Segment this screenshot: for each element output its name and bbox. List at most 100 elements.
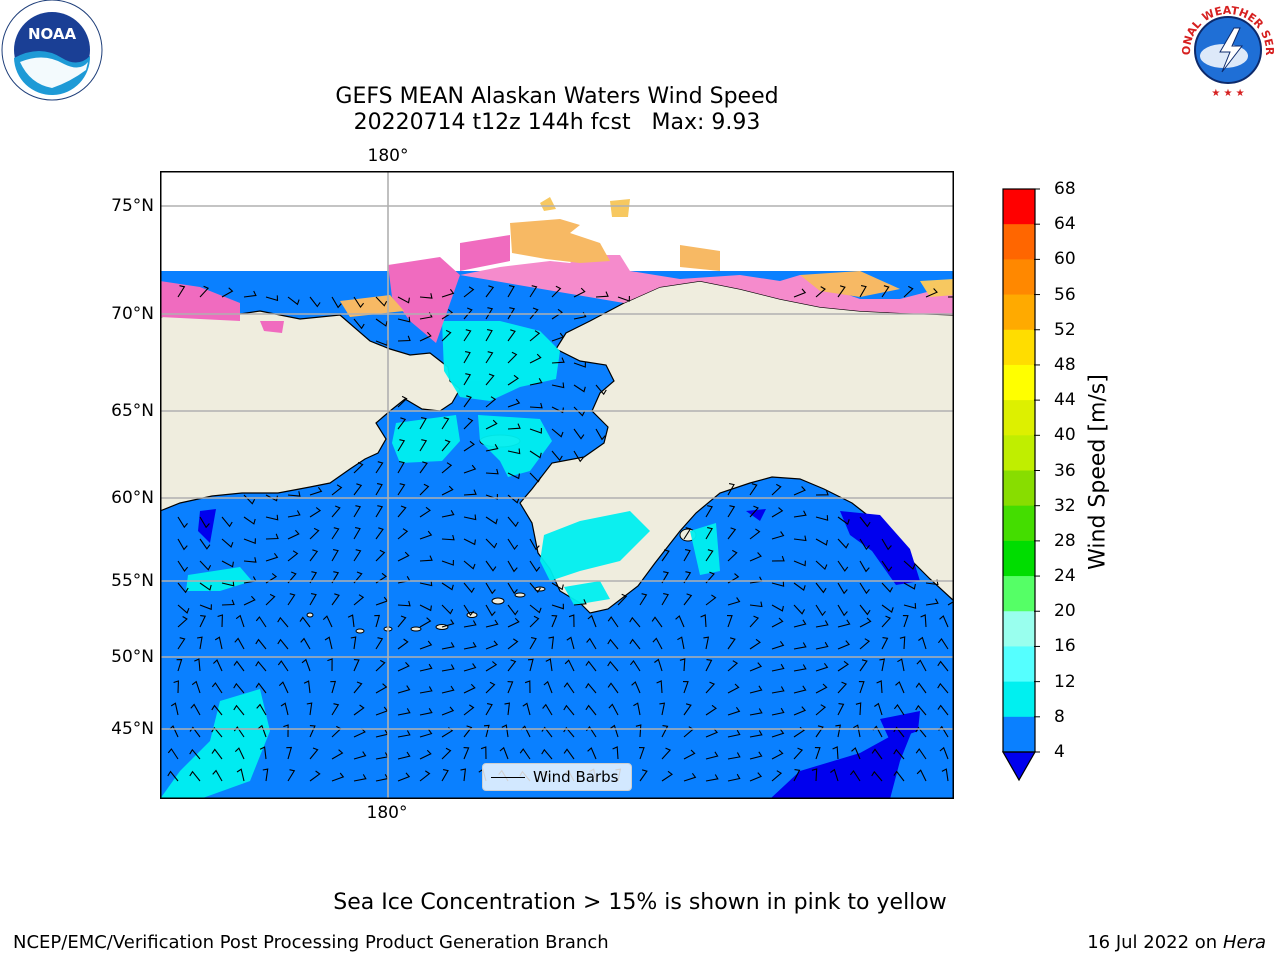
- noaa-logo-text: NOAA: [28, 25, 77, 43]
- wind-barb: [265, 514, 279, 521]
- wind-barb: [441, 329, 452, 342]
- wind-barb: [277, 638, 289, 650]
- wind-barb: [925, 288, 938, 298]
- wind-barb: [463, 704, 475, 716]
- wind-barb: [749, 685, 763, 694]
- wind-barb: [529, 560, 541, 572]
- wind-barb: [190, 703, 201, 716]
- legend-line-icon: [491, 776, 525, 778]
- wind-barb: [176, 659, 183, 672]
- wind-barb: [587, 747, 597, 760]
- wind-barb: [233, 660, 245, 672]
- wind-barb: [353, 549, 362, 562]
- wind-barb: [859, 638, 871, 650]
- wind-barb: [937, 660, 949, 672]
- wind-barb: [563, 726, 575, 738]
- wind-barb: [837, 285, 846, 298]
- wind-barb: [749, 552, 762, 562]
- colorbar-tick-label: 32: [1054, 495, 1076, 516]
- wind-barb: [522, 702, 531, 716]
- wind-barb: [309, 571, 318, 584]
- wind-barb: [441, 582, 454, 591]
- wind-barb: [353, 681, 363, 694]
- wind-barb: [350, 636, 357, 650]
- wind-barb: [895, 681, 905, 694]
- wind-barb: [793, 604, 805, 615]
- wind-barb: [529, 427, 542, 434]
- wind-barb: [463, 489, 477, 496]
- wind-barb: [463, 683, 476, 694]
- wind-barb: [419, 708, 433, 716]
- wind-barb: [177, 285, 186, 298]
- wind-barb: [303, 680, 311, 694]
- colorbar-tick-label: 20: [1054, 601, 1076, 622]
- wind-barb: [419, 749, 432, 760]
- wind-barb: [551, 285, 562, 298]
- wind-barb: [661, 747, 672, 760]
- wind-barb: [587, 614, 597, 628]
- wind-barb: [749, 615, 760, 628]
- colorbar-block: [1003, 470, 1035, 507]
- wind-barb: [607, 682, 619, 694]
- wind-barb: [309, 549, 319, 562]
- wind-barb: [287, 571, 297, 584]
- wind-barb: [177, 582, 189, 594]
- wind-barb: [480, 746, 487, 760]
- wind-barb: [771, 728, 785, 738]
- wind-barb: [507, 307, 516, 320]
- wind-barb: [331, 527, 340, 540]
- wind-barb: [331, 703, 340, 716]
- wind-barb: [499, 746, 509, 760]
- wind-barb: [221, 287, 234, 298]
- wind-barb: [221, 599, 235, 606]
- wind-barb: [441, 559, 454, 566]
- wind-barb: [563, 682, 575, 694]
- wind-barb: [920, 614, 927, 628]
- wind-barb: [652, 637, 663, 650]
- wind-barb: [221, 580, 235, 587]
- wind-barb: [607, 638, 619, 650]
- colorbar-block: [1003, 681, 1035, 718]
- wind-barb: [573, 450, 584, 463]
- wind-barb: [612, 746, 619, 760]
- wind-barb: [727, 505, 736, 518]
- colorbar-block: [1003, 646, 1035, 683]
- wind-barb: [793, 706, 807, 716]
- wind-barb: [324, 636, 333, 650]
- wind-barb: [507, 659, 517, 672]
- wind-barb: [705, 594, 717, 606]
- svg-text:★ ★ ★: ★ ★ ★: [1211, 88, 1244, 99]
- wind-barb: [551, 382, 565, 389]
- wind-barb: [419, 640, 433, 650]
- wind-barb: [947, 296, 954, 298]
- wind-barb: [639, 593, 648, 606]
- wind-barb: [529, 450, 542, 459]
- colorbar-tick-label: 4: [1054, 742, 1065, 762]
- wind-barb: [397, 335, 411, 342]
- colorbar-tick-label: 12: [1054, 671, 1076, 692]
- wind-barb: [485, 560, 497, 572]
- wind-barb: [262, 768, 269, 782]
- wind-barb: [265, 593, 276, 606]
- wind-barb: [397, 708, 411, 716]
- wind-barb: [177, 560, 189, 573]
- wind-barb: [441, 534, 455, 541]
- wind-barb: [815, 489, 829, 496]
- colorbar-block: [1003, 716, 1035, 753]
- map-panel: [160, 171, 954, 799]
- wind-barb: [463, 725, 473, 738]
- wind-barb: [683, 703, 692, 716]
- colorbar-block: [1003, 189, 1035, 225]
- wind-barb: [236, 768, 245, 782]
- wind-barb: [545, 658, 553, 672]
- wind-barb: [683, 593, 693, 606]
- wind-barb: [463, 464, 477, 474]
- wind-barb: [859, 617, 872, 628]
- colorbar-block: [1003, 505, 1035, 542]
- wind-barb: [793, 288, 807, 298]
- wind-barb: [937, 704, 949, 716]
- wind-barb: [397, 685, 411, 694]
- lat-label-70n: 70°N: [111, 304, 154, 324]
- wind-barb: [749, 730, 763, 738]
- wind-barb: [419, 506, 431, 518]
